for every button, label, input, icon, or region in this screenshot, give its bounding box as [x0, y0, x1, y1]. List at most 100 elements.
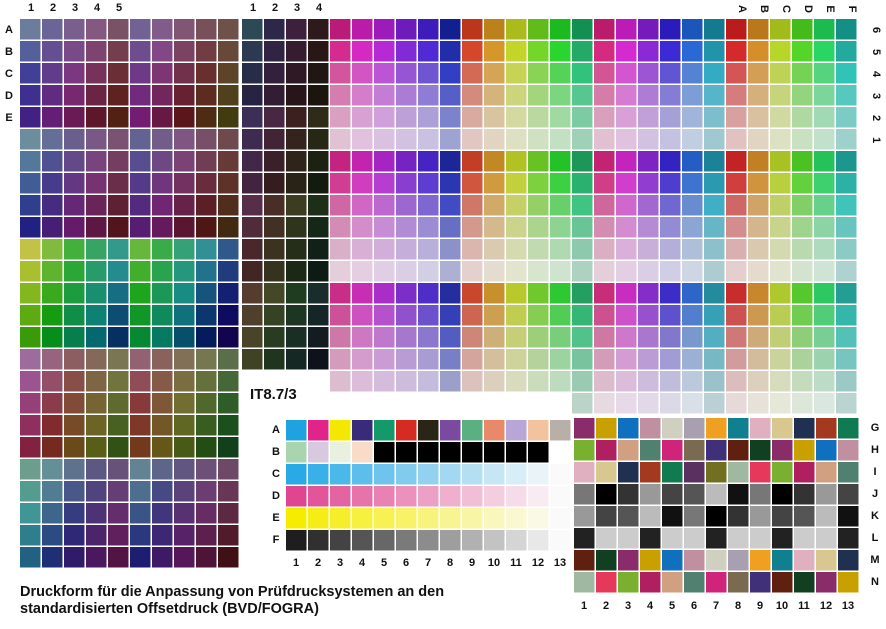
- color-patch: [838, 462, 859, 483]
- color-patch: [484, 305, 505, 326]
- color-patch: [42, 371, 63, 392]
- color-patch: [726, 151, 747, 172]
- color-patch: [706, 572, 727, 593]
- color-patch: [814, 327, 835, 348]
- color-patch: [640, 484, 661, 505]
- color-patch: [418, 486, 439, 507]
- color-patch: [264, 305, 285, 326]
- color-patch: [794, 506, 815, 527]
- color-patch: [726, 19, 747, 40]
- color-patch: [86, 371, 107, 392]
- color-patch: [218, 371, 239, 392]
- color-patch: [704, 151, 725, 172]
- color-patch: [770, 349, 791, 370]
- color-patch: [728, 462, 749, 483]
- color-patch: [352, 305, 373, 326]
- color-patch: [418, 349, 439, 370]
- color-patch: [814, 349, 835, 370]
- color-patch: [792, 85, 813, 106]
- color-patch: [108, 371, 129, 392]
- color-patch: [42, 393, 63, 414]
- color-patch: [352, 442, 373, 463]
- color-patch: [218, 173, 239, 194]
- color-patch: [396, 19, 417, 40]
- color-patch: [838, 572, 859, 593]
- target-name: IT8.7/3: [250, 386, 297, 403]
- color-patch: [64, 349, 85, 370]
- color-patch: [484, 63, 505, 84]
- color-patch: [836, 327, 857, 348]
- color-patch: [770, 283, 791, 304]
- color-patch: [418, 327, 439, 348]
- color-patch: [86, 349, 107, 370]
- color-patch: [418, 305, 439, 326]
- color-patch: [814, 261, 835, 282]
- color-patch: [352, 530, 373, 551]
- color-patch: [352, 283, 373, 304]
- color-patch: [286, 19, 307, 40]
- color-patch: [352, 63, 373, 84]
- color-patch: [550, 530, 571, 551]
- color-patch: [682, 349, 703, 370]
- color-patch: [396, 486, 417, 507]
- color-patch: [418, 442, 439, 463]
- color-patch: [772, 572, 793, 593]
- color-patch: [814, 305, 835, 326]
- color-patch: [264, 217, 285, 238]
- color-patch: [286, 107, 307, 128]
- color-patch: [706, 550, 727, 571]
- color-patch: [352, 420, 373, 441]
- color-patch: [528, 508, 549, 529]
- color-patch: [506, 464, 527, 485]
- color-patch: [42, 195, 63, 216]
- color-patch: [440, 239, 461, 260]
- color-patch: [616, 283, 637, 304]
- color-patch: [130, 459, 151, 480]
- color-patch: [572, 195, 593, 216]
- color-patch: [816, 506, 837, 527]
- color-patch: [264, 85, 285, 106]
- color-patch: [64, 173, 85, 194]
- color-patch: [616, 85, 637, 106]
- color-patch: [506, 530, 527, 551]
- color-patch: [218, 283, 239, 304]
- color-patch: [616, 129, 637, 150]
- color-patch: [374, 173, 395, 194]
- color-patch: [286, 85, 307, 106]
- color-patch: [374, 305, 395, 326]
- color-patch: [748, 63, 769, 84]
- color-patch: [572, 349, 593, 370]
- column-label: 13: [842, 600, 854, 612]
- color-patch: [242, 107, 263, 128]
- color-patch: [792, 305, 813, 326]
- color-patch: [748, 107, 769, 128]
- color-patch: [374, 19, 395, 40]
- color-patch: [196, 107, 217, 128]
- color-patch: [218, 63, 239, 84]
- color-patch: [550, 420, 571, 441]
- color-patch: [638, 195, 659, 216]
- color-patch: [152, 525, 173, 546]
- color-patch: [792, 107, 813, 128]
- color-patch: [396, 195, 417, 216]
- color-patch: [264, 349, 285, 370]
- color-patch: [550, 464, 571, 485]
- color-patch: [506, 349, 527, 370]
- color-patch: [770, 393, 791, 414]
- color-patch: [42, 129, 63, 150]
- color-patch: [638, 349, 659, 370]
- color-patch: [64, 393, 85, 414]
- color-patch: [682, 305, 703, 326]
- color-patch: [286, 486, 307, 507]
- color-patch: [86, 547, 107, 568]
- color-patch: [174, 349, 195, 370]
- color-patch: [550, 371, 571, 392]
- color-patch: [726, 327, 747, 348]
- color-patch: [750, 550, 771, 571]
- color-patch: [20, 283, 41, 304]
- color-patch: [152, 129, 173, 150]
- color-patch: [594, 327, 615, 348]
- row-label: M: [870, 554, 879, 566]
- color-patch: [174, 107, 195, 128]
- color-patch: [130, 547, 151, 568]
